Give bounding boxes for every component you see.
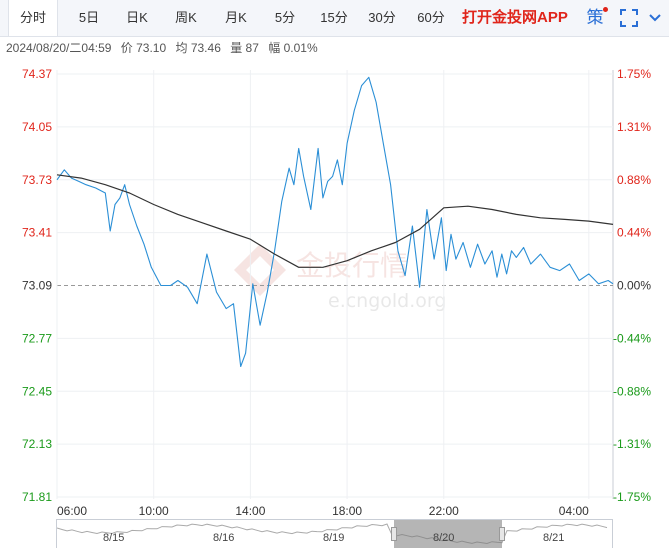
tab-5-day[interactable]: 5日 [78,10,100,25]
time-tick-label: 10:00 [139,504,169,518]
navigator-left-handle[interactable] [391,527,397,541]
quote-average: 均 73.46 [175,41,221,55]
navigator-label: 8/16 [213,532,235,544]
time-tick-label: 18:00 [332,504,362,518]
quote-volume: 量 87 [230,41,259,55]
time-tick-label: 04:00 [559,504,589,518]
tab-time-sharing[interactable]: 分时 [8,0,58,36]
fullscreen-icon-glyph [620,9,638,27]
chart-grid [56,70,614,499]
strategy-icon[interactable]: 策 [584,0,606,36]
navigator-sparkline [57,523,608,545]
tab-monthly-k[interactable]: 月K [225,10,247,25]
price-tick-label: 73.09 [22,279,52,293]
percent-tick-label: 0.88% [617,173,651,187]
percent-tick-label: -0.44% [613,331,651,345]
fullscreen-icon[interactable] [618,0,640,36]
percent-tick-label: -0.88% [613,384,651,398]
percent-tick-label: -1.75% [613,490,651,504]
price-tick-label: 74.37 [22,67,52,81]
percent-tick-label: 1.31% [617,120,651,134]
tab-daily-k[interactable]: 日K [126,10,148,25]
tab-30-min[interactable]: 30分 [368,10,396,25]
tab-weekly-k[interactable]: 周K [175,10,197,25]
tab-5-min[interactable]: 5分 [274,10,296,25]
percent-tick-label: 0.00% [617,279,651,293]
percent-tick-label: 1.75% [617,67,651,81]
navigator-right-handle[interactable] [499,527,505,541]
tab-15-min[interactable]: 15分 [320,10,348,25]
price-line [56,76,614,368]
navigator-label: 8/21 [543,532,565,544]
price-tick-label: 71.81 [22,490,52,504]
chevron-down-glyph [649,14,661,22]
quote-info-bar: 2024/08/20/二04:59 价 73.10 均 73.46 量 87 幅… [6,40,324,56]
chevron-down-icon[interactable] [645,0,665,36]
open-app-link[interactable]: 打开金投网APP [462,9,568,26]
quote-price: 价 73.10 [120,41,167,55]
price-tick-label: 73.41 [22,226,52,240]
price-tick-label: 74.05 [22,120,52,134]
intraday-chart[interactable]: 74.37 74.05 73.73 73.41 73.09 72.77 72.45 72.13… [0,0,669,520]
period-tab-bar: 分时 5日 日K 周K 月K 5分 15分 30分 60分 打开金投网APP 策 [0,0,669,37]
price-tick-label: 72.77 [22,331,52,345]
strategy-icon-label: 策 [586,8,604,27]
tab-60-min[interactable]: 60分 [417,10,445,25]
time-tick-label: 22:00 [429,504,459,518]
quote-datetime: 2024/08/20/二04:59 [6,41,112,55]
navigator-label: 8/20 [433,532,455,544]
navigator-selected-range[interactable] [394,520,502,548]
quote-change: 幅 0.01% [268,41,318,55]
price-tick-label: 72.13 [22,437,52,451]
average-price-line [56,174,614,268]
percent-tick-label: -1.31% [613,437,651,451]
time-axis: 06:00 10:00 14:00 18:00 22:00 04:00 [57,504,589,518]
percent-tick-label: 0.44% [617,226,651,240]
time-tick-label: 14:00 [235,504,265,518]
chart-series [56,76,614,368]
navigator-label: 8/19 [323,532,345,544]
percent-axis: 1.75% 1.31% 0.88% 0.44% 0.00% -0.44% -0.88% -1.… [613,67,651,504]
time-tick-label: 06:00 [57,504,87,518]
range-navigator[interactable]: 8/15 8/16 8/19 8/20 8/21 [56,519,613,548]
price-axis: 74.37 74.05 73.73 73.41 73.09 72.77 72.45 72.13… [22,67,52,504]
price-tick-label: 73.73 [22,173,52,187]
price-tick-label: 72.45 [22,384,52,398]
navigator-label: 8/15 [103,532,125,544]
notification-dot [603,7,608,12]
